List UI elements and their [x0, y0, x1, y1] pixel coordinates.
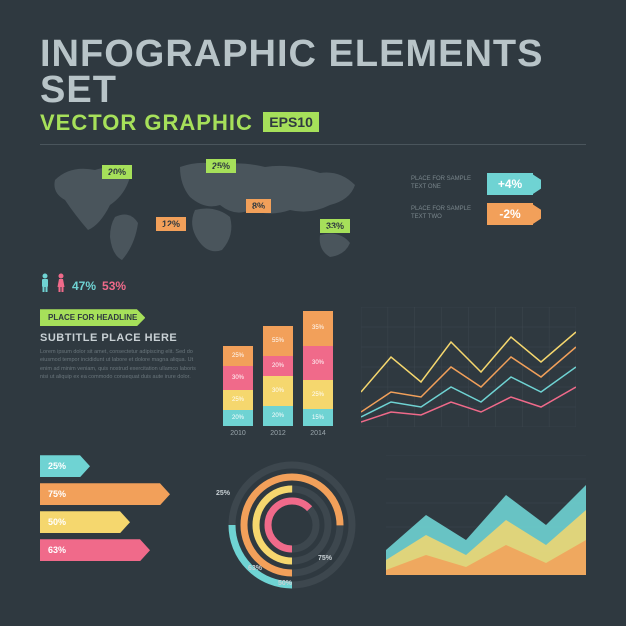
stacked-seg: 20%	[223, 410, 253, 426]
stacked-seg: 30%	[263, 376, 293, 406]
headline-block: PLACE FOR HEADLINE SUBTITLE PLACE HERE L…	[40, 307, 205, 437]
map-pin-0: 20%	[102, 165, 132, 179]
divider	[40, 144, 586, 145]
horizontal-bars: 25% 75% 50% 63%	[40, 455, 198, 595]
ring-label-0: 25%	[216, 490, 230, 497]
map-pin-2: 12%	[156, 217, 186, 231]
year-label: 2014	[310, 430, 326, 437]
stacked-seg: 20%	[263, 356, 293, 376]
female-icon	[56, 273, 66, 293]
map-pin-4: 33%	[320, 219, 350, 233]
eps-badge: EPS10	[263, 112, 319, 132]
stacked-col-2: 15%25%30%35% 2014	[303, 311, 333, 437]
headline-body: Lorem ipsum dolor sit amet, consectetur …	[40, 348, 205, 381]
sample-boxes: PLACE FOR SAMPLE TEXT ONE +4% PLACE FOR …	[411, 173, 586, 233]
sample-label-2: PLACE FOR SAMPLE TEXT TWO	[411, 206, 481, 222]
headline-tag: PLACE FOR HEADLINE	[40, 309, 145, 326]
world-map-section: 20% 25% 12% 8% 33% PLACE FOR SAMPLE TEXT ONE…	[40, 155, 586, 285]
stacked-seg: 25%	[303, 380, 333, 409]
stacked-seg: 20%	[263, 406, 293, 426]
stacked-seg: 30%	[223, 366, 253, 390]
female-pct: 53%	[102, 279, 126, 293]
ring-label-1: 75%	[318, 555, 332, 562]
main-title: INFOGRAPHIC ELEMENTS SET	[40, 36, 586, 108]
headline-subtitle: SUBTITLE PLACE HERE	[40, 332, 205, 344]
hbar-0: 25%	[40, 455, 90, 477]
stacked-seg: 15%	[303, 409, 333, 426]
hbar-2: 50%	[40, 511, 130, 533]
stacked-col-0: 20%25%30%25%2010	[223, 346, 253, 437]
year-label: 2010	[230, 430, 246, 437]
stacked-col-1: 20%30%20%55%2012	[263, 326, 293, 437]
map-pin-1: 25%	[206, 159, 236, 173]
line-chart	[361, 307, 586, 437]
world-map-icon	[40, 155, 380, 275]
stacked-seg: 35%	[303, 311, 333, 346]
sample-value-2: -2%	[487, 203, 533, 225]
ring-label-2: 50%	[278, 580, 292, 587]
stacked-bar-chart: 20%25%30%25%201020%30%20%55%201215%25%30…	[223, 307, 343, 437]
stacked-seg: 30%	[303, 346, 333, 381]
area-chart	[386, 455, 586, 595]
subtitle: VECTOR GRAPHIC	[40, 110, 253, 136]
stacked-seg: 25%	[223, 346, 253, 366]
hbar-3: 63%	[40, 539, 150, 561]
people-stats: 47% 53%	[40, 273, 126, 293]
male-icon	[40, 273, 50, 293]
stacked-seg: 55%	[263, 326, 293, 356]
sample-value-1: +4%	[487, 173, 533, 195]
sample-label-1: PLACE FOR SAMPLE TEXT ONE	[411, 176, 481, 192]
male-pct: 47%	[72, 279, 96, 293]
hbar-1: 75%	[40, 483, 170, 505]
ring-label-3: 63%	[248, 565, 262, 572]
map-pin-3: 8%	[246, 199, 271, 213]
sample-row-2: PLACE FOR SAMPLE TEXT TWO -2%	[411, 203, 586, 225]
radial-chart: 25% 75% 50% 63%	[218, 455, 366, 595]
sample-row-1: PLACE FOR SAMPLE TEXT ONE +4%	[411, 173, 586, 195]
year-label: 2012	[270, 430, 286, 437]
stacked-seg: 25%	[223, 390, 253, 410]
